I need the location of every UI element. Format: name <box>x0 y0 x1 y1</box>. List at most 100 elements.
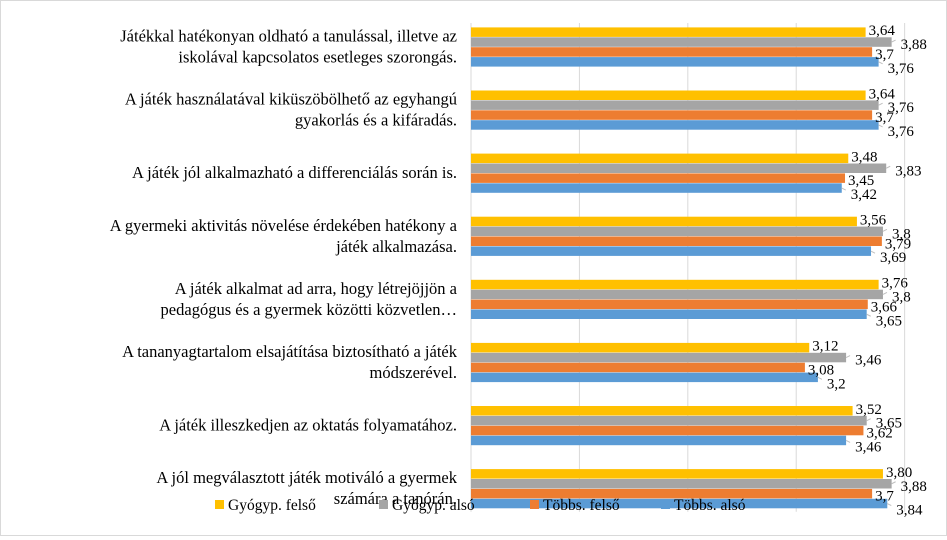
data-label-1-series-2: 3,88 <box>901 37 927 53</box>
bar-8-series-4 <box>471 498 888 509</box>
legend-swatch-1 <box>215 500 224 509</box>
leader-line-4-2 <box>882 228 888 232</box>
leader-line-1-4 <box>878 61 883 65</box>
legend-item-3: Többs. felső <box>530 497 620 514</box>
leader-line-1-2 <box>891 39 896 43</box>
data-label-2-series-4: 3,76 <box>888 124 915 140</box>
legend-item-2: Gyógyp. alsó <box>379 497 475 514</box>
leader-line-8-2 <box>891 481 896 485</box>
data-label-2-series-1: 3,64 <box>869 86 896 102</box>
category-label-6-line-2: módszerével. <box>369 363 457 382</box>
data-label-3-series-4: 3,42 <box>851 187 877 203</box>
category-label-5-line-1: A játék alkalmat ad arra, hogy létrejöjj… <box>175 279 458 298</box>
data-label-6-series-2: 3,46 <box>855 353 882 369</box>
data-label-8-series-4: 3,84 <box>896 503 923 519</box>
data-label-3-series-2: 3,83 <box>895 163 921 179</box>
legend-item-4: Többs. alsó <box>661 497 746 514</box>
leader-line-2-4 <box>878 124 883 128</box>
category-label-3-line-1: A játék jól alkalmazható a differenciálá… <box>132 163 457 182</box>
data-label-1-series-3: 3,7 <box>875 47 894 63</box>
data-label-6-series-3: 3,08 <box>808 362 834 378</box>
leader-line-8-4 <box>887 503 892 506</box>
data-label-5-series-4: 3,65 <box>876 313 902 329</box>
bar-3-series-1 <box>471 153 849 164</box>
leader-line-3-4 <box>841 187 846 191</box>
data-label-7-series-2: 3,65 <box>876 416 902 432</box>
data-label-4-series-3: 3,79 <box>885 236 911 252</box>
bar-8-series-1 <box>471 469 883 479</box>
leader-line-3-2 <box>885 165 891 169</box>
bar-6-series-3 <box>471 362 805 373</box>
bar-1-series-2 <box>471 37 892 47</box>
data-label-5-series-1: 3,76 <box>882 276 909 292</box>
leader-line-2-2 <box>878 102 883 106</box>
bar-7-series-2 <box>471 415 867 426</box>
bar-3-series-3 <box>471 173 846 183</box>
bar-2-series-4 <box>471 120 879 130</box>
bar-2-series-3 <box>471 110 873 120</box>
category-label-4-line-1: A gyermeki aktivitás növelése érdekében … <box>110 216 458 235</box>
legend-swatch-3 <box>530 500 539 509</box>
leader-line-6-4 <box>817 376 823 380</box>
bar-6-series-2 <box>471 352 847 363</box>
category-label-1-line-2: iskolával kapcsolatos esetleges szorongá… <box>178 48 457 67</box>
leader-line-5-2 <box>882 292 888 295</box>
leader-line-7-4 <box>845 440 851 443</box>
bar-7-series-3 <box>471 425 864 436</box>
bar-3-series-2 <box>471 163 887 173</box>
bar-3-series-4 <box>471 183 842 193</box>
bar-7-series-1 <box>471 406 853 416</box>
category-label-5-line-2: pedagógus és a gyermek közötti közvetlen… <box>161 300 457 319</box>
bar-5-series-2 <box>471 289 883 300</box>
bar-6-series-1 <box>471 342 810 353</box>
bar-4-series-1 <box>471 216 857 227</box>
data-label-7-series-3: 3,62 <box>866 426 892 442</box>
bars <box>471 27 892 509</box>
data-labels: 3,643,883,73,763,643,763,73,763,483,833,… <box>808 23 927 518</box>
legend-label-4: Többs. alsó <box>674 497 746 514</box>
data-label-6-series-4: 3,2 <box>827 376 846 392</box>
data-label-7-series-4: 3,46 <box>855 439 882 455</box>
data-label-4-series-1: 3,56 <box>860 212 887 228</box>
bar-2-series-1 <box>471 90 866 100</box>
category-label-8-line-1: A jól megválasztott játék motiváló a gye… <box>156 468 457 487</box>
category-label-4-line-2: játék alkalmazása. <box>335 237 457 256</box>
leader-line-7-2 <box>866 418 871 422</box>
legend-label-2: Gyógyp. alsó <box>392 497 475 514</box>
bar-4-series-4 <box>471 246 872 256</box>
bar-5-series-1 <box>471 279 879 290</box>
bar-4-series-3 <box>471 236 882 246</box>
legend-swatch-4 <box>661 500 670 509</box>
data-label-4-series-2: 3,8 <box>892 226 911 242</box>
data-label-4-series-4: 3,69 <box>880 250 906 266</box>
bar-8-series-3 <box>471 488 873 499</box>
category-label-2-line-1: A játék használatával kiküszöbölhető az … <box>125 90 457 109</box>
data-label-3-series-3: 3,45 <box>848 173 874 189</box>
legend-swatch-2 <box>379 500 388 509</box>
legend: Gyógyp. felső Gyógyp. alsó Többs. felső Töb… <box>215 497 746 514</box>
data-label-7-series-1: 3,52 <box>856 402 882 418</box>
bar-8-series-2 <box>471 479 892 489</box>
category-label-2-line-2: gyakorlás és a kifáradás. <box>295 111 457 130</box>
category-label-1-line-1: Játékkal hatékonyan oldható a tanulással… <box>120 27 457 46</box>
legend-item-1: Gyógyp. felső <box>215 497 316 514</box>
bar-5-series-4 <box>471 309 867 319</box>
data-label-3-series-1: 3,48 <box>851 149 877 165</box>
bar-1-series-1 <box>471 27 866 37</box>
category-labels: Játékkal hatékonyan oldható a tanulással… <box>110 27 458 509</box>
category-label-6-line-1: A tananyagtartalom elsajátítása biztosít… <box>122 342 458 361</box>
data-label-5-series-3: 3,66 <box>871 299 898 315</box>
bar-7-series-4 <box>471 435 847 446</box>
data-label-6-series-1: 3,12 <box>812 339 838 355</box>
data-label-5-series-2: 3,8 <box>892 289 911 305</box>
data-label-8-series-2: 3,88 <box>901 479 927 495</box>
leader-line-6-2 <box>845 355 851 358</box>
legend-label-3: Többs. felső <box>543 497 620 514</box>
bar-1-series-4 <box>471 57 879 67</box>
category-label-8-line-2: számára a tanórán. <box>334 489 457 508</box>
bar-1-series-3 <box>471 47 873 57</box>
data-label-2-series-3: 3,7 <box>875 110 894 126</box>
data-label-2-series-2: 3,76 <box>888 100 915 116</box>
